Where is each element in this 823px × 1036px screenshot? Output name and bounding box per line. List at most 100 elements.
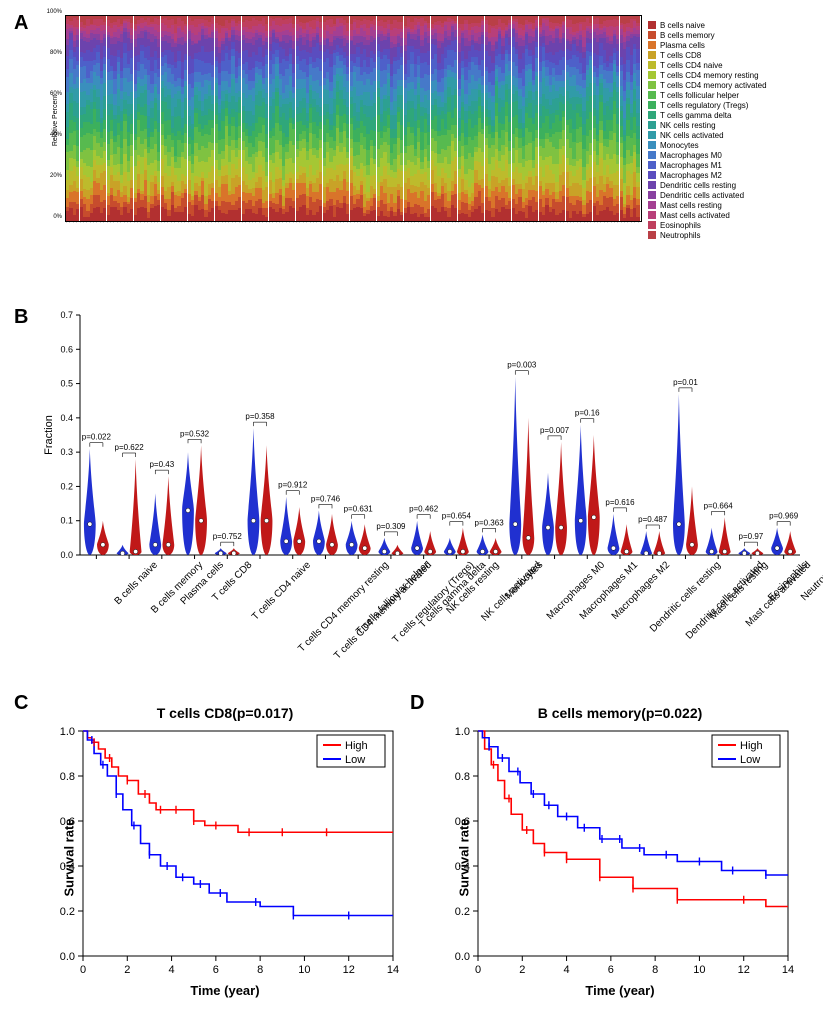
svg-text:High: High [345, 740, 368, 752]
svg-text:0.0: 0.0 [60, 951, 75, 963]
svg-text:p=0.487: p=0.487 [638, 515, 668, 524]
legend-item: Plasma cells [648, 40, 813, 50]
label-c: C [14, 692, 28, 715]
legend-item: Macrophages M1 [648, 160, 813, 170]
svg-text:4: 4 [169, 964, 175, 976]
svg-text:2: 2 [519, 964, 525, 976]
legend-item: Macrophages M2 [648, 170, 813, 180]
a-legend: B cells naiveB cells memoryPlasma cellsT… [648, 20, 813, 240]
legend-item: Dendritic cells activated [648, 190, 813, 200]
d-svg: 024681012140.00.20.40.60.81.0HighLow [430, 726, 810, 976]
panel-b-violin: 0.00.10.20.30.40.50.60.7Fractionp=0.022p… [40, 310, 810, 670]
figure: A B C D Relative Percent 0%20%40%60%80%1… [10, 10, 813, 1026]
legend-item: Mast cells resting [648, 200, 813, 210]
svg-text:0.0: 0.0 [455, 951, 470, 963]
legend-item: Macrophages M0 [648, 150, 813, 160]
a-xlabels: TCGA-000TCGA-001TCGA-002TCGA-003TCGA-004… [65, 222, 640, 277]
svg-text:0.8: 0.8 [455, 771, 470, 783]
svg-text:p=0.462: p=0.462 [409, 505, 439, 514]
svg-text:p=0.654: p=0.654 [442, 512, 472, 521]
svg-text:p=0.631: p=0.631 [344, 505, 374, 514]
svg-text:p=0.309: p=0.309 [376, 522, 406, 531]
legend-item: T cells CD4 memory activated [648, 80, 813, 90]
svg-text:0.0: 0.0 [60, 550, 73, 560]
svg-text:1.0: 1.0 [60, 726, 75, 738]
c-title: T cells CD8(p=0.017) [35, 705, 415, 721]
svg-text:p=0.43: p=0.43 [149, 460, 174, 469]
legend-item: T cells gamma delta [648, 110, 813, 120]
c-ylabel: Survival rate [62, 818, 77, 896]
c-svg: 024681012140.00.20.40.60.81.0HighLow [35, 726, 415, 976]
label-a: A [14, 12, 28, 35]
svg-text:0.2: 0.2 [60, 481, 73, 491]
svg-text:12: 12 [343, 964, 355, 976]
svg-text:Fraction: Fraction [43, 415, 55, 455]
legend-item: T cells CD4 naive [648, 60, 813, 70]
svg-text:p=0.532: p=0.532 [180, 429, 210, 438]
svg-text:p=0.007: p=0.007 [540, 426, 570, 435]
svg-text:0.4: 0.4 [60, 413, 73, 423]
svg-text:p=0.358: p=0.358 [245, 412, 275, 421]
svg-text:14: 14 [782, 964, 794, 976]
legend-item: T cells follicular helper [648, 90, 813, 100]
b-xlabels: B cells naiveB cells memoryPlasma cellsT… [80, 558, 800, 668]
panel-d-survival: B cells memory(p=0.022) Survival rate 0 2… [430, 705, 810, 1015]
svg-text:14: 14 [387, 964, 399, 976]
legend-item: Monocytes [648, 140, 813, 150]
svg-text:0.5: 0.5 [60, 379, 73, 389]
svg-text:0.2: 0.2 [455, 906, 470, 918]
svg-text:High: High [740, 740, 763, 752]
svg-text:p=0.664: p=0.664 [704, 501, 734, 510]
svg-text:12: 12 [738, 964, 750, 976]
svg-text:p=0.16: p=0.16 [575, 409, 600, 418]
svg-text:0: 0 [80, 964, 86, 976]
a-yaxis: 0%20%40%60%80%100% [40, 15, 65, 220]
svg-text:Low: Low [345, 754, 365, 766]
legend-item: T cells regulatory (Tregs) [648, 100, 813, 110]
b-svg: 0.00.10.20.30.40.50.60.7Fractionp=0.022p… [40, 310, 810, 560]
legend-item: T cells CD4 memory resting [648, 70, 813, 80]
svg-text:0: 0 [475, 964, 481, 976]
d-title: B cells memory(p=0.022) [430, 705, 810, 721]
svg-text:0.6: 0.6 [60, 344, 73, 354]
legend-item: T cells CD8 [648, 50, 813, 60]
svg-text:p=0.622: p=0.622 [115, 443, 145, 452]
svg-text:0.7: 0.7 [60, 310, 73, 320]
d-xlabel: Time (year) [430, 983, 810, 998]
legend-item: Eosinophils [648, 220, 813, 230]
svg-text:p=0.003: p=0.003 [507, 361, 537, 370]
a-bars [65, 15, 642, 222]
svg-text:p=0.616: p=0.616 [605, 498, 635, 507]
svg-text:8: 8 [257, 964, 263, 976]
svg-text:p=0.746: p=0.746 [311, 494, 341, 503]
svg-text:4: 4 [564, 964, 570, 976]
svg-text:Low: Low [740, 754, 760, 766]
svg-text:p=0.752: p=0.752 [213, 532, 243, 541]
label-b: B [14, 306, 28, 329]
panel-c-survival: T cells CD8(p=0.017) Survival rate 0 2 4 6 8… [35, 705, 415, 1015]
c-xlabel: Time (year) [35, 983, 415, 998]
svg-text:0.3: 0.3 [60, 447, 73, 457]
legend-item: Dendritic cells resting [648, 180, 813, 190]
panel-a-stacked-bar: Relative Percent 0%20%40%60%80%100% TCGA… [40, 15, 810, 295]
svg-text:0.8: 0.8 [60, 771, 75, 783]
legend-item: Mast cells activated [648, 210, 813, 220]
svg-text:6: 6 [213, 964, 219, 976]
svg-text:10: 10 [693, 964, 705, 976]
svg-text:1.0: 1.0 [455, 726, 470, 738]
svg-text:0.1: 0.1 [60, 516, 73, 526]
svg-text:p=0.969: p=0.969 [769, 512, 799, 521]
svg-text:p=0.912: p=0.912 [278, 481, 308, 490]
svg-text:p=0.97: p=0.97 [739, 532, 764, 541]
svg-text:2: 2 [124, 964, 130, 976]
legend-item: NK cells resting [648, 120, 813, 130]
svg-text:10: 10 [298, 964, 310, 976]
legend-item: B cells naive [648, 20, 813, 30]
svg-text:6: 6 [608, 964, 614, 976]
legend-item: B cells memory [648, 30, 813, 40]
d-ylabel: Survival rate [457, 818, 472, 896]
svg-text:p=0.01: p=0.01 [673, 378, 698, 387]
legend-item: NK cells activated [648, 130, 813, 140]
svg-text:p=0.363: p=0.363 [475, 518, 505, 527]
svg-text:0.2: 0.2 [60, 906, 75, 918]
